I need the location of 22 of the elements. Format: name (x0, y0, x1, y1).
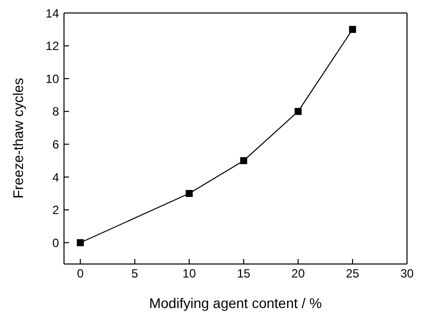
y-axis-title: Freeze-thaw cycles (10, 78, 26, 198)
y-tick-label: 12 (46, 39, 60, 54)
point (186, 190, 193, 197)
x-tick-label: 25 (346, 266, 360, 281)
x-tick-label: 30 (400, 266, 414, 281)
point (76, 239, 84, 246)
x-tick-label: 20 (291, 266, 306, 281)
y-tick-label: 8 (52, 104, 60, 119)
y-tick-label: 14 (46, 6, 60, 20)
point (349, 26, 356, 33)
x-tick-label: 10 (182, 266, 196, 281)
y-tick-label: 6 (52, 138, 60, 152)
x-tick-label: 5 (131, 266, 138, 281)
x-tick-label: 15 (236, 266, 251, 281)
point (294, 108, 302, 115)
point (240, 157, 248, 164)
x-tick-label: 0 (76, 266, 84, 281)
y-tick-label: 2 (52, 203, 60, 218)
y-tick-label: 10 (46, 72, 60, 86)
y-tick-label: 0 (52, 236, 60, 250)
x-axis-title: Modifying agent content / % (149, 295, 322, 311)
y-tick-label: 4 (52, 170, 60, 184)
